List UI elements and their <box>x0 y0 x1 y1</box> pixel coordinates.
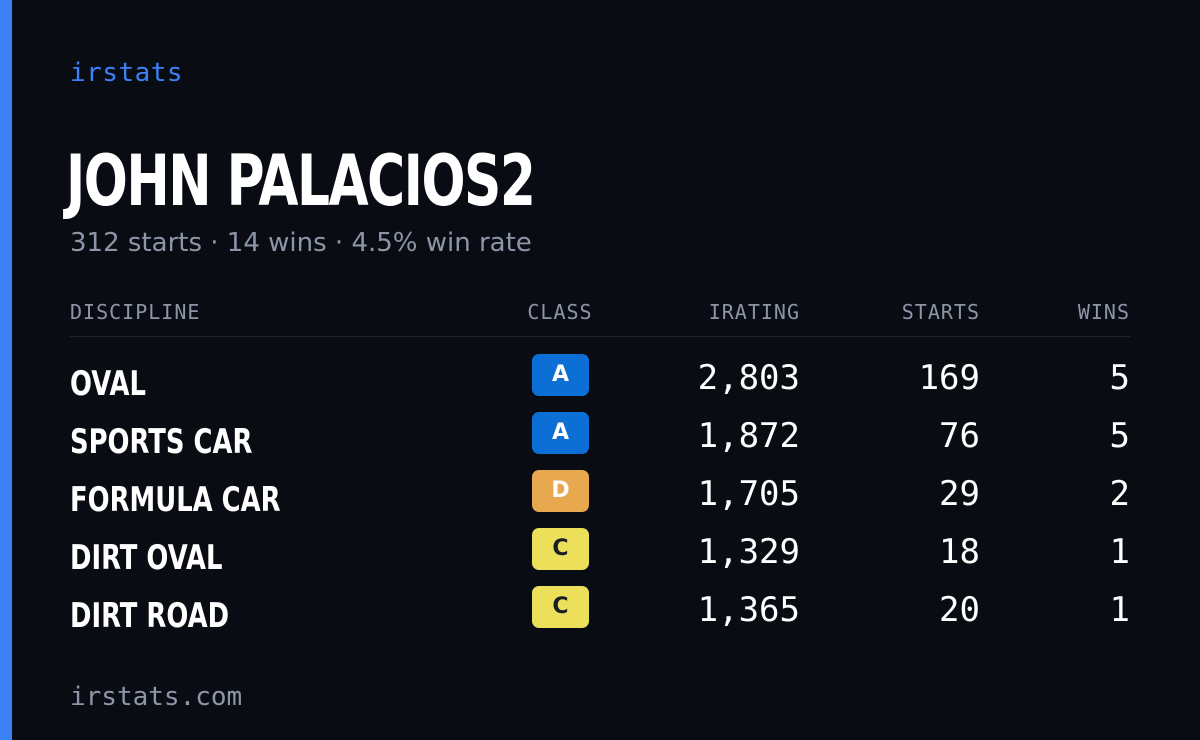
discipline-name: SPORTS CAR <box>70 422 253 462</box>
discipline-name: DIRT ROAD <box>70 596 230 636</box>
table-row: OVAL A 2,803 169 5 <box>70 352 1130 410</box>
wins-value: 5 <box>1109 358 1130 398</box>
table-header: DISCIPLINE CLASS IRATING STARTS WINS <box>70 300 1130 337</box>
starts-value: 20 <box>939 590 980 630</box>
wins-value: 5 <box>1109 416 1130 456</box>
header-irating: IRATING <box>708 300 800 324</box>
footer-site-link[interactable]: irstats.com <box>70 682 243 712</box>
irating-value: 1,705 <box>697 474 800 514</box>
starts-value: 169 <box>918 358 980 398</box>
irating-value: 1,872 <box>697 416 800 456</box>
starts-value: 76 <box>939 416 980 456</box>
discipline-name: DIRT OVAL <box>70 538 223 578</box>
starts-value: 18 <box>939 532 980 572</box>
starts-value: 29 <box>939 474 980 514</box>
table-row: DIRT OVAL C 1,329 18 1 <box>70 526 1130 584</box>
table-row: DIRT ROAD C 1,365 20 1 <box>70 584 1130 642</box>
irating-value: 1,329 <box>697 532 800 572</box>
class-badge: D <box>532 470 589 512</box>
wins-value: 1 <box>1109 532 1130 572</box>
class-badge: C <box>532 586 589 628</box>
header-wins: WINS <box>1077 300 1130 324</box>
class-badge: C <box>532 528 589 570</box>
header-discipline: DISCIPLINE <box>70 300 201 324</box>
table-row: FORMULA CAR D 1,705 29 2 <box>70 468 1130 526</box>
table-row: SPORTS CAR A 1,872 76 5 <box>70 410 1130 468</box>
header-starts: STARTS <box>901 300 980 324</box>
irating-value: 2,803 <box>697 358 800 398</box>
driver-summary: 312 starts · 14 wins · 4.5% win rate <box>70 228 532 258</box>
class-badge: A <box>532 354 589 396</box>
irating-value: 1,365 <box>697 590 800 630</box>
header-class: CLASS <box>527 300 593 324</box>
class-badge: A <box>532 412 589 454</box>
wins-value: 1 <box>1109 590 1130 630</box>
brand-logo: irstats <box>70 58 184 88</box>
accent-bar <box>0 0 12 740</box>
wins-value: 2 <box>1109 474 1130 514</box>
discipline-table: OVAL A 2,803 169 5 SPORTS CAR A 1,872 76… <box>70 352 1130 642</box>
discipline-name: FORMULA CAR <box>70 480 281 520</box>
discipline-name: OVAL <box>70 364 146 404</box>
driver-name: JOHN PALACIOS2 <box>66 140 536 222</box>
